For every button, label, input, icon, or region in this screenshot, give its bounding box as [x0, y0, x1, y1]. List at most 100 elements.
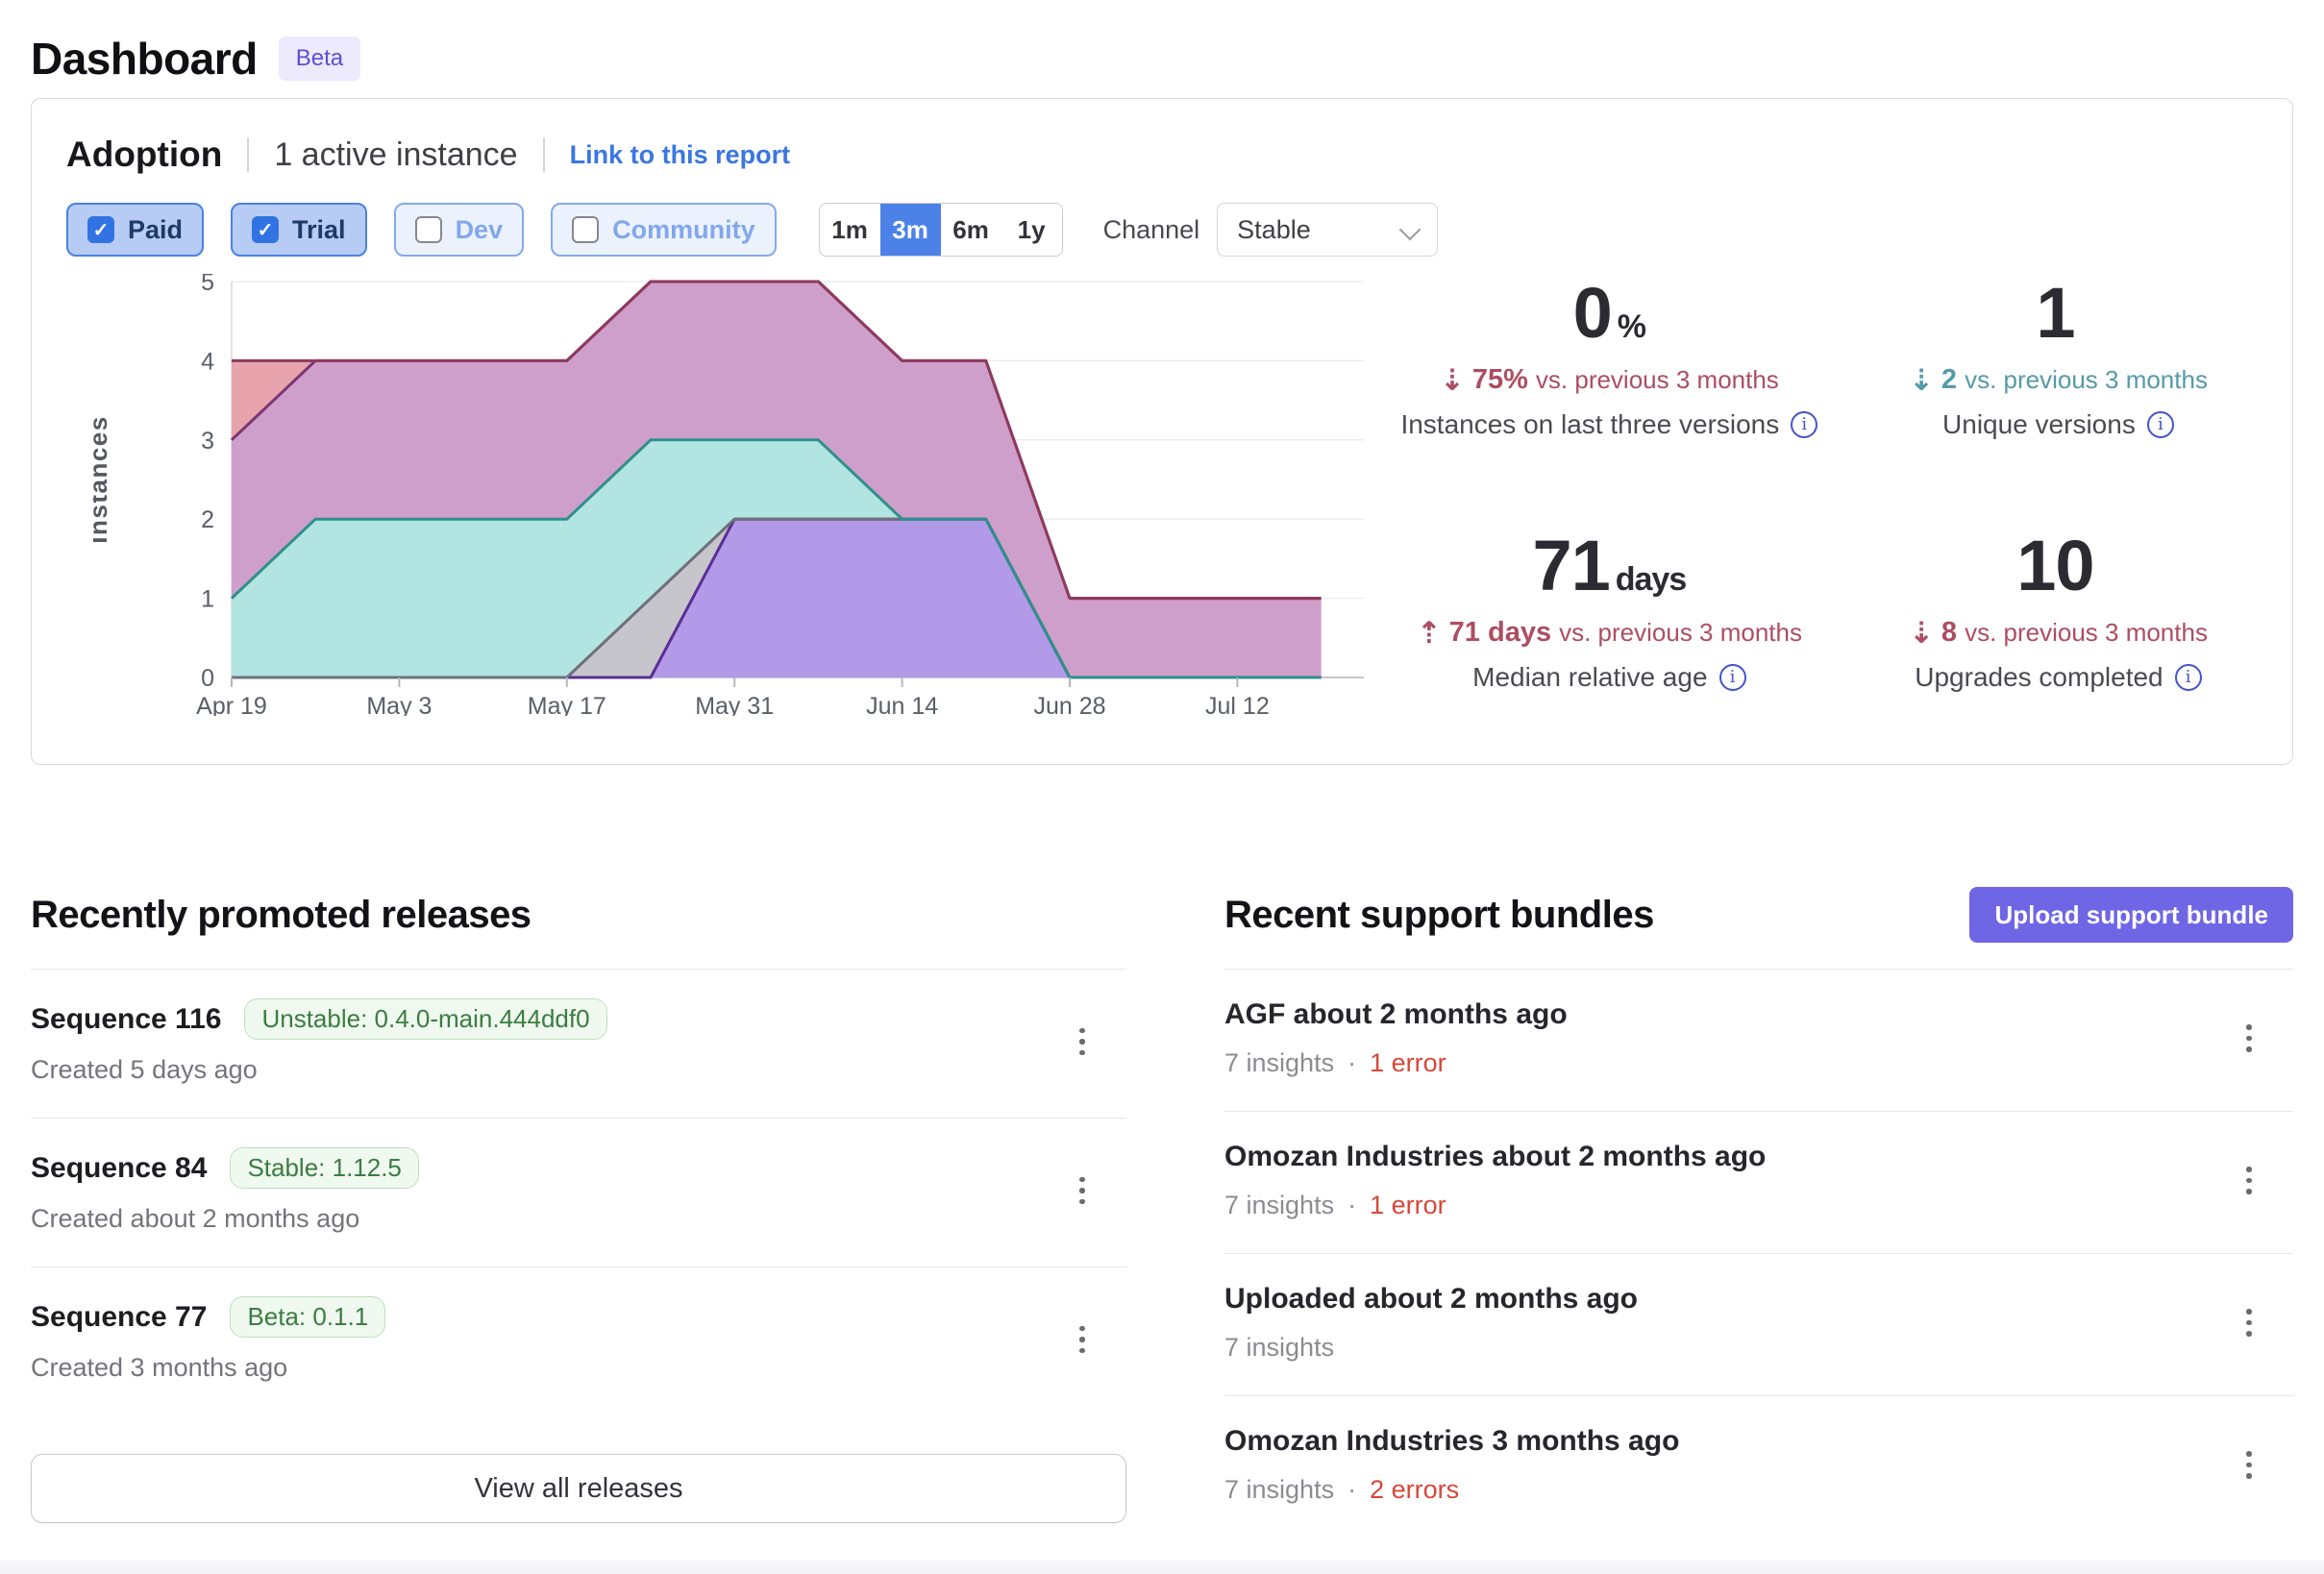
adoption-card-body: 0 1 2 3 4 5 Apr 19 May 3 May 17 May 31 Jun 14 Jun 2… — [66, 273, 2292, 735]
link-to-report[interactable]: Link to this report — [569, 139, 791, 169]
stat-upgrades-completed: 10 ⇣ 8 vs. previous 3 months Upgrades co… — [1834, 526, 2283, 735]
releases-list: Sequence 116 Unstable: 0.4.0-main.444ddf… — [31, 969, 1126, 1415]
range-1m[interactable]: 1m — [819, 204, 880, 256]
delta-value: 75% — [1471, 364, 1528, 396]
checkbox-checked-icon — [87, 216, 114, 243]
bundle-errors: 2 errors — [1370, 1475, 1460, 1504]
release-row[interactable]: Sequence 84 Stable: 1.12.5 Created about… — [31, 1118, 1126, 1267]
channel-label: Channel — [1102, 214, 1200, 244]
svg-text:May 17: May 17 — [528, 693, 606, 716]
bundle-insights: 7 insights — [1224, 1191, 1335, 1219]
checkbox-checked-icon — [252, 216, 280, 243]
filter-label: Paid — [128, 214, 184, 244]
bundle-errors: 1 error — [1370, 1191, 1446, 1219]
range-6m[interactable]: 6m — [940, 204, 1001, 256]
kebab-menu-icon[interactable] — [1063, 1320, 1101, 1360]
divider — [247, 137, 250, 172]
filter-dev[interactable]: Dev — [393, 203, 525, 257]
bundle-insights: 7 insights — [1224, 1475, 1335, 1504]
channel-select[interactable]: Stable — [1217, 203, 1439, 257]
delta-value: 71 days — [1448, 617, 1552, 649]
delta-suffix: vs. previous 3 months — [1965, 365, 2208, 395]
releases-section: Recently promoted releases Sequence 116 … — [31, 884, 1126, 1537]
svg-text:0: 0 — [201, 665, 214, 692]
bundle-title: Omozan Industries about 2 months ago — [1224, 1141, 1767, 1172]
release-channel-badge: Beta: 0.1.1 — [230, 1296, 386, 1338]
svg-text:May 31: May 31 — [695, 693, 774, 716]
stat-label: Upgrades completed — [1915, 661, 2163, 692]
svg-text:3: 3 — [201, 428, 214, 455]
release-title: Sequence 77 — [31, 1300, 208, 1333]
info-icon[interactable]: i — [1791, 410, 1818, 438]
info-icon[interactable]: i — [2174, 663, 2202, 691]
checkbox-unchecked-icon — [572, 216, 600, 243]
adoption-chart-svg: 0 1 2 3 4 5 Apr 19 May 3 May 17 May 31 Jun 14 Jun 2… — [93, 274, 1364, 716]
svg-text:Jun 14: Jun 14 — [866, 693, 938, 716]
delta-suffix: vs. previous 3 months — [1559, 618, 1802, 648]
svg-text:Instances: Instances — [93, 415, 112, 543]
range-3m[interactable]: 3m — [879, 204, 941, 256]
adoption-card-header: Adoption 1 active instance Link to this … — [66, 132, 2292, 178]
adoption-card: Adoption 1 active instance Link to this … — [31, 98, 2293, 765]
bundle-errors: 1 error — [1370, 1048, 1446, 1077]
up-arrow-icon: ⇡ — [1416, 615, 1442, 651]
meta-separator: · — [1347, 1191, 1357, 1219]
bundle-row[interactable]: Uploaded about 2 months ago 7 insights — [1224, 1253, 2293, 1395]
filter-trial[interactable]: Trial — [231, 203, 367, 257]
kebab-menu-icon[interactable] — [1063, 1171, 1101, 1211]
checkbox-unchecked-icon — [414, 216, 442, 243]
stat-value: 1 — [2036, 273, 2075, 353]
adoption-stats: 0% ⇣ 75% vs. previous 3 months Instances… — [1385, 273, 2283, 735]
time-range-group: 1m 3m 6m 1y — [818, 203, 1063, 257]
delta-suffix: vs. previous 3 months — [1965, 618, 2208, 648]
kebab-menu-icon[interactable] — [2230, 1161, 2268, 1200]
svg-text:2: 2 — [201, 506, 214, 533]
bundles-list: AGF about 2 months ago 7 insights · 1 er… — [1224, 969, 2293, 1537]
kebab-menu-icon[interactable] — [2230, 1019, 2268, 1058]
lower-sections: Recently promoted releases Sequence 116 … — [31, 884, 2293, 1537]
upload-support-bundle-button[interactable]: Upload support bundle — [1969, 887, 2293, 943]
svg-text:5: 5 — [201, 274, 214, 296]
release-title: Sequence 84 — [31, 1151, 208, 1184]
view-all-releases-button[interactable]: View all releases — [31, 1454, 1126, 1523]
stat-median-relative-age: 71 days ⇡ 71 days vs. previous 3 months M… — [1385, 526, 1834, 735]
info-icon[interactable]: i — [1718, 663, 1746, 691]
release-channel-badge: Stable: 1.12.5 — [230, 1147, 419, 1189]
range-1y[interactable]: 1y — [1001, 204, 1062, 256]
release-row[interactable]: Sequence 77 Beta: 0.1.1 Created 3 months… — [31, 1267, 1126, 1415]
kebab-menu-icon[interactable] — [1063, 1022, 1101, 1062]
kebab-menu-icon[interactable] — [2230, 1445, 2268, 1485]
filter-row: Paid Trial Dev Community 1m 3m 6m 1y Cha… — [66, 203, 2292, 257]
support-bundles-section: Recent support bundles Upload support bu… — [1224, 884, 2293, 1537]
kebab-menu-icon[interactable] — [2230, 1303, 2268, 1342]
channel-value: Stable — [1237, 214, 1311, 244]
beta-badge: Beta — [278, 37, 361, 81]
stat-value: 10 — [2016, 526, 2094, 605]
bundle-row[interactable]: Omozan Industries about 2 months ago 7 i… — [1224, 1111, 2293, 1253]
adoption-title: Adoption — [66, 135, 223, 174]
stat-value: 71 — [1532, 526, 1610, 605]
info-icon[interactable]: i — [2146, 410, 2174, 438]
meta-separator: · — [1347, 1475, 1357, 1504]
release-title: Sequence 116 — [31, 1002, 222, 1035]
stat-label: Instances on last three versions — [1400, 408, 1780, 439]
releases-heading: Recently promoted releases — [31, 893, 532, 936]
delta-value: 8 — [1941, 617, 1958, 649]
meta-separator: · — [1347, 1048, 1357, 1077]
release-created: Created 3 months ago — [31, 1353, 288, 1382]
bundles-heading: Recent support bundles — [1224, 893, 1654, 936]
filter-paid[interactable]: Paid — [66, 203, 205, 257]
filter-community[interactable]: Community — [551, 203, 777, 257]
down-arrow-icon: ⇣ — [1439, 362, 1465, 398]
svg-text:Jun 28: Jun 28 — [1033, 693, 1105, 716]
down-arrow-icon: ⇣ — [1908, 362, 1934, 398]
bundle-insights: 7 insights — [1224, 1048, 1335, 1077]
release-row[interactable]: Sequence 116 Unstable: 0.4.0-main.444ddf… — [31, 969, 1126, 1118]
release-created: Created 5 days ago — [31, 1055, 258, 1084]
down-arrow-icon: ⇣ — [1908, 615, 1934, 651]
delta-value: 2 — [1941, 364, 1958, 396]
bundle-row[interactable]: AGF about 2 months ago 7 insights · 1 er… — [1224, 969, 2293, 1111]
stat-unit: days — [1615, 561, 1687, 598]
bundle-row[interactable]: Omozan Industries 3 months ago 7 insight… — [1224, 1395, 2293, 1537]
